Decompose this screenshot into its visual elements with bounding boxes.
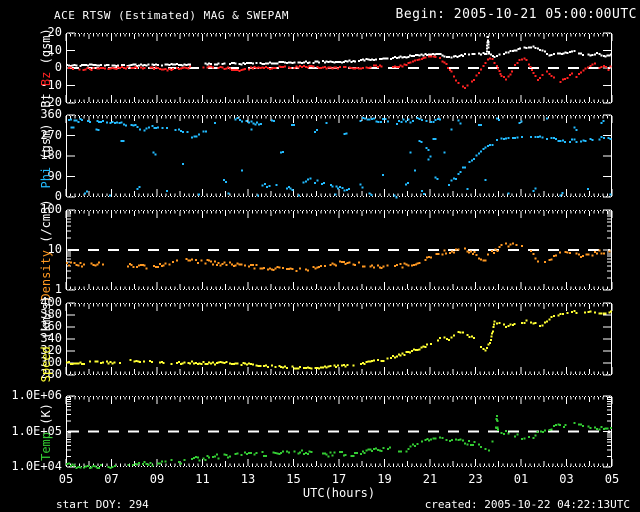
created-timestamp: created: 2005-10-22 04:22:13UTC (424, 498, 630, 511)
y-axis-label-part: (gsm) (39, 28, 53, 72)
plot-title: ACE RTSW (Estimated) MAG & SWEPAM (54, 9, 290, 22)
y-tick-label-mag: -10 (40, 77, 62, 92)
y-axis-label-part: (km/s) (39, 295, 53, 347)
x-tick-label: 05 (58, 472, 74, 486)
y-tick-label-density: 10 (47, 242, 62, 256)
x-tick-label: 11 (195, 472, 210, 486)
y-tick-label-mag: 10 (47, 42, 62, 57)
y-tick-label-temp: 1.0E+05 (11, 423, 62, 438)
y-axis-label-mag: Bt Bz (gsm) (39, 28, 53, 108)
x-tick-label: 21 (422, 472, 438, 486)
y-tick-label-phi: 90 (47, 168, 62, 183)
y-tick-label-speed: 300 (40, 355, 62, 369)
y-tick-label-mag: -20 (40, 95, 62, 109)
x-tick-label: 01 (513, 472, 529, 486)
y-tick-label-phi: 0 (54, 189, 62, 203)
y-axis-label-part: Bt (39, 93, 53, 108)
y-tick-label-speed: 340 (40, 331, 62, 345)
y-axis-label-density: Density (/cm3) (39, 199, 53, 300)
y-tick-label-mag: 0 (54, 60, 62, 74)
y-tick-label-density: 1 (54, 282, 62, 296)
panel-density-chart (65, 209, 613, 291)
x-tick-label: 23 (468, 472, 483, 486)
x-axis-title: UTC(hours) (302, 486, 376, 500)
y-tick-label-speed: 320 (40, 343, 62, 357)
x-tick-label: 05 (604, 472, 620, 486)
y-tick-label-speed: 380 (40, 307, 62, 321)
x-tick-label: 17 (331, 472, 347, 486)
y-axis-label-part: (gsm) (39, 123, 53, 167)
y-tick-label-phi: 270 (40, 127, 62, 142)
y-axis-label-speed: Speed (km/s) (39, 296, 53, 383)
y-axis-label-part: Temp (39, 431, 53, 461)
x-tick-label: 13 (240, 472, 256, 486)
panel-mag-chart (65, 32, 613, 104)
x-tick-label: 07 (104, 472, 119, 486)
y-tick-label-mag: 20 (47, 25, 62, 39)
y-tick-label-speed: 400 (40, 295, 62, 309)
y-tick-label-phi: 180 (40, 148, 62, 162)
x-tick-label: 15 (286, 472, 301, 486)
y-tick-label-phi: 360 (40, 107, 62, 121)
y-axis-label-part: Density (39, 250, 53, 301)
y-axis-label-part: (K) (39, 402, 53, 432)
x-tick-label: 09 (149, 472, 165, 486)
y-axis-label-phi: Phi (gsm) (39, 123, 53, 188)
y-tick-label-speed: 360 (40, 319, 62, 333)
y-axis-label-part: Speed (39, 346, 53, 383)
y-tick-label-temp: 1.0E+06 (11, 388, 62, 402)
begin-timestamp: Begin: 2005-10-21 05:00:00UTC (395, 7, 637, 22)
y-axis-label-temp: Temp (K) (39, 403, 53, 461)
x-tick-label: 03 (559, 472, 574, 486)
panel-speed-chart (65, 302, 613, 376)
x-tick-label: 19 (377, 472, 392, 486)
y-tick-label-density: 100 (40, 202, 62, 216)
y-tick-label-speed: 280 (40, 367, 62, 381)
y-axis-label-part: (/cm3) (39, 199, 53, 250)
y-axis-label-part: Phi (39, 166, 53, 189)
panel-temp-chart (65, 395, 613, 469)
panel-phi-chart (65, 114, 613, 199)
y-axis-label-part: Bz (39, 71, 53, 94)
start-doy-label: start DOY: 294 (56, 498, 149, 511)
y-tick-label-temp: 1.0E+04 (11, 459, 62, 473)
